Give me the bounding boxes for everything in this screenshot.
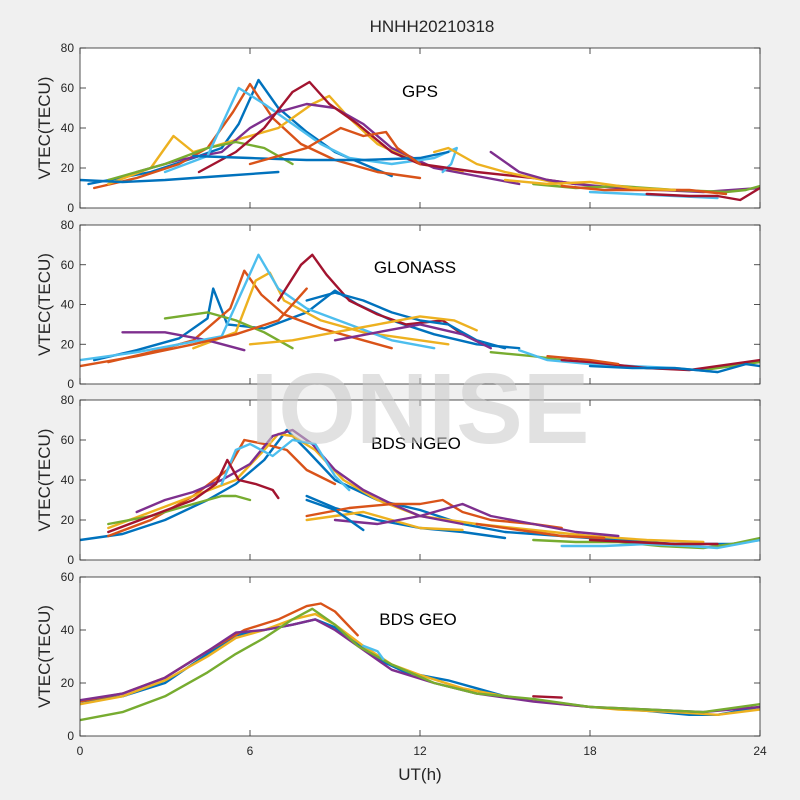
plot-area: [80, 225, 760, 384]
panel-gps: 0 20 40 60 80 VTEC(TECU) GPS: [35, 41, 761, 215]
y-axis-label: VTEC(TECU): [35, 253, 54, 356]
y-tick-label: 0: [67, 729, 74, 743]
y-tick-label: 40: [61, 473, 75, 487]
panel-label: GLONASS: [374, 258, 456, 277]
plot-area: [80, 48, 760, 208]
panel-bds-geo: 0 20 40 60 0 6 12 18 24 VTEC(TECU) BDS GEO: [35, 570, 767, 758]
series-line: [93, 82, 422, 190]
series-line: [305, 498, 563, 530]
y-tick-label: 60: [61, 81, 75, 95]
y-tick-label: 20: [61, 161, 75, 175]
series-line: [588, 538, 719, 546]
figure-title: HNHH20210318: [370, 17, 495, 36]
series-line: [305, 494, 507, 540]
series-line: [305, 510, 464, 532]
series-line: [532, 695, 563, 699]
y-axis-label: VTEC(TECU): [35, 605, 54, 708]
y-tick-label: 20: [61, 676, 75, 690]
series-line: [163, 86, 458, 174]
y-tick-label: 80: [61, 41, 75, 55]
plot-area: [80, 400, 760, 560]
panel-label: GPS: [402, 82, 438, 101]
y-tick-label: 80: [61, 218, 75, 232]
series-line: [248, 315, 478, 346]
series-line: [475, 522, 606, 540]
y-tick-label: 0: [67, 377, 74, 391]
y-tick-label: 40: [61, 121, 75, 135]
y-axis-label: VTEC(TECU): [35, 77, 54, 180]
series-line: [135, 102, 521, 186]
series-line: [121, 331, 246, 352]
series-line: [333, 502, 620, 538]
x-tick-label: 6: [247, 744, 254, 758]
y-tick-label: 60: [61, 570, 75, 584]
panel-label: BDS NGEO: [371, 434, 461, 453]
series-group: [80, 602, 760, 722]
y-tick-label: 0: [67, 201, 74, 215]
series-line: [192, 271, 450, 350]
x-tick-label: 0: [77, 744, 84, 758]
series-line: [107, 458, 280, 534]
series-line: [305, 498, 365, 532]
y-tick-label: 60: [61, 433, 75, 447]
series-group: [80, 78, 760, 202]
series-line: [80, 170, 280, 184]
y-tick-label: 0: [67, 553, 74, 567]
series-line: [80, 253, 436, 362]
x-tick-label: 24: [753, 744, 767, 758]
series-line: [560, 184, 728, 196]
panel-glonass: 0 20 40 60 80 VTEC(TECU) GLONASS: [35, 218, 761, 391]
series-line: [80, 607, 760, 722]
series-line: [197, 80, 577, 186]
series-line: [588, 362, 760, 374]
series-line: [107, 140, 294, 182]
series-line: [433, 146, 563, 186]
y-tick-label: 20: [61, 513, 75, 527]
x-tick-label: 18: [583, 744, 597, 758]
series-line: [503, 178, 677, 192]
y-axis-label: VTEC(TECU): [35, 429, 54, 532]
series-line: [248, 126, 422, 166]
series-line: [560, 538, 760, 550]
y-tick-label: 40: [61, 298, 75, 312]
series-line: [546, 355, 620, 366]
series-group: [80, 253, 760, 374]
panel-label: BDS GEO: [379, 610, 456, 629]
x-tick-label: 12: [413, 744, 427, 758]
y-tick-label: 40: [61, 623, 75, 637]
series-line: [333, 323, 492, 350]
series-line: [532, 536, 760, 550]
panel-bds-ngeo: 0 20 40 60 80 VTEC(TECU) BDS NGEO: [35, 393, 761, 567]
series-line: [220, 438, 351, 492]
y-tick-label: 60: [61, 258, 75, 272]
series-line: [645, 186, 760, 202]
watermark: IONISE: [251, 353, 590, 465]
series-line: [80, 287, 308, 368]
y-tick-label: 20: [61, 337, 75, 351]
series-line: [192, 150, 450, 162]
y-tick-label: 80: [61, 393, 75, 407]
series-line: [362, 644, 385, 661]
x-axis-label: UT(h): [398, 765, 441, 784]
series-group: [80, 428, 760, 550]
series-line: [163, 311, 294, 350]
series-line: [107, 494, 252, 526]
